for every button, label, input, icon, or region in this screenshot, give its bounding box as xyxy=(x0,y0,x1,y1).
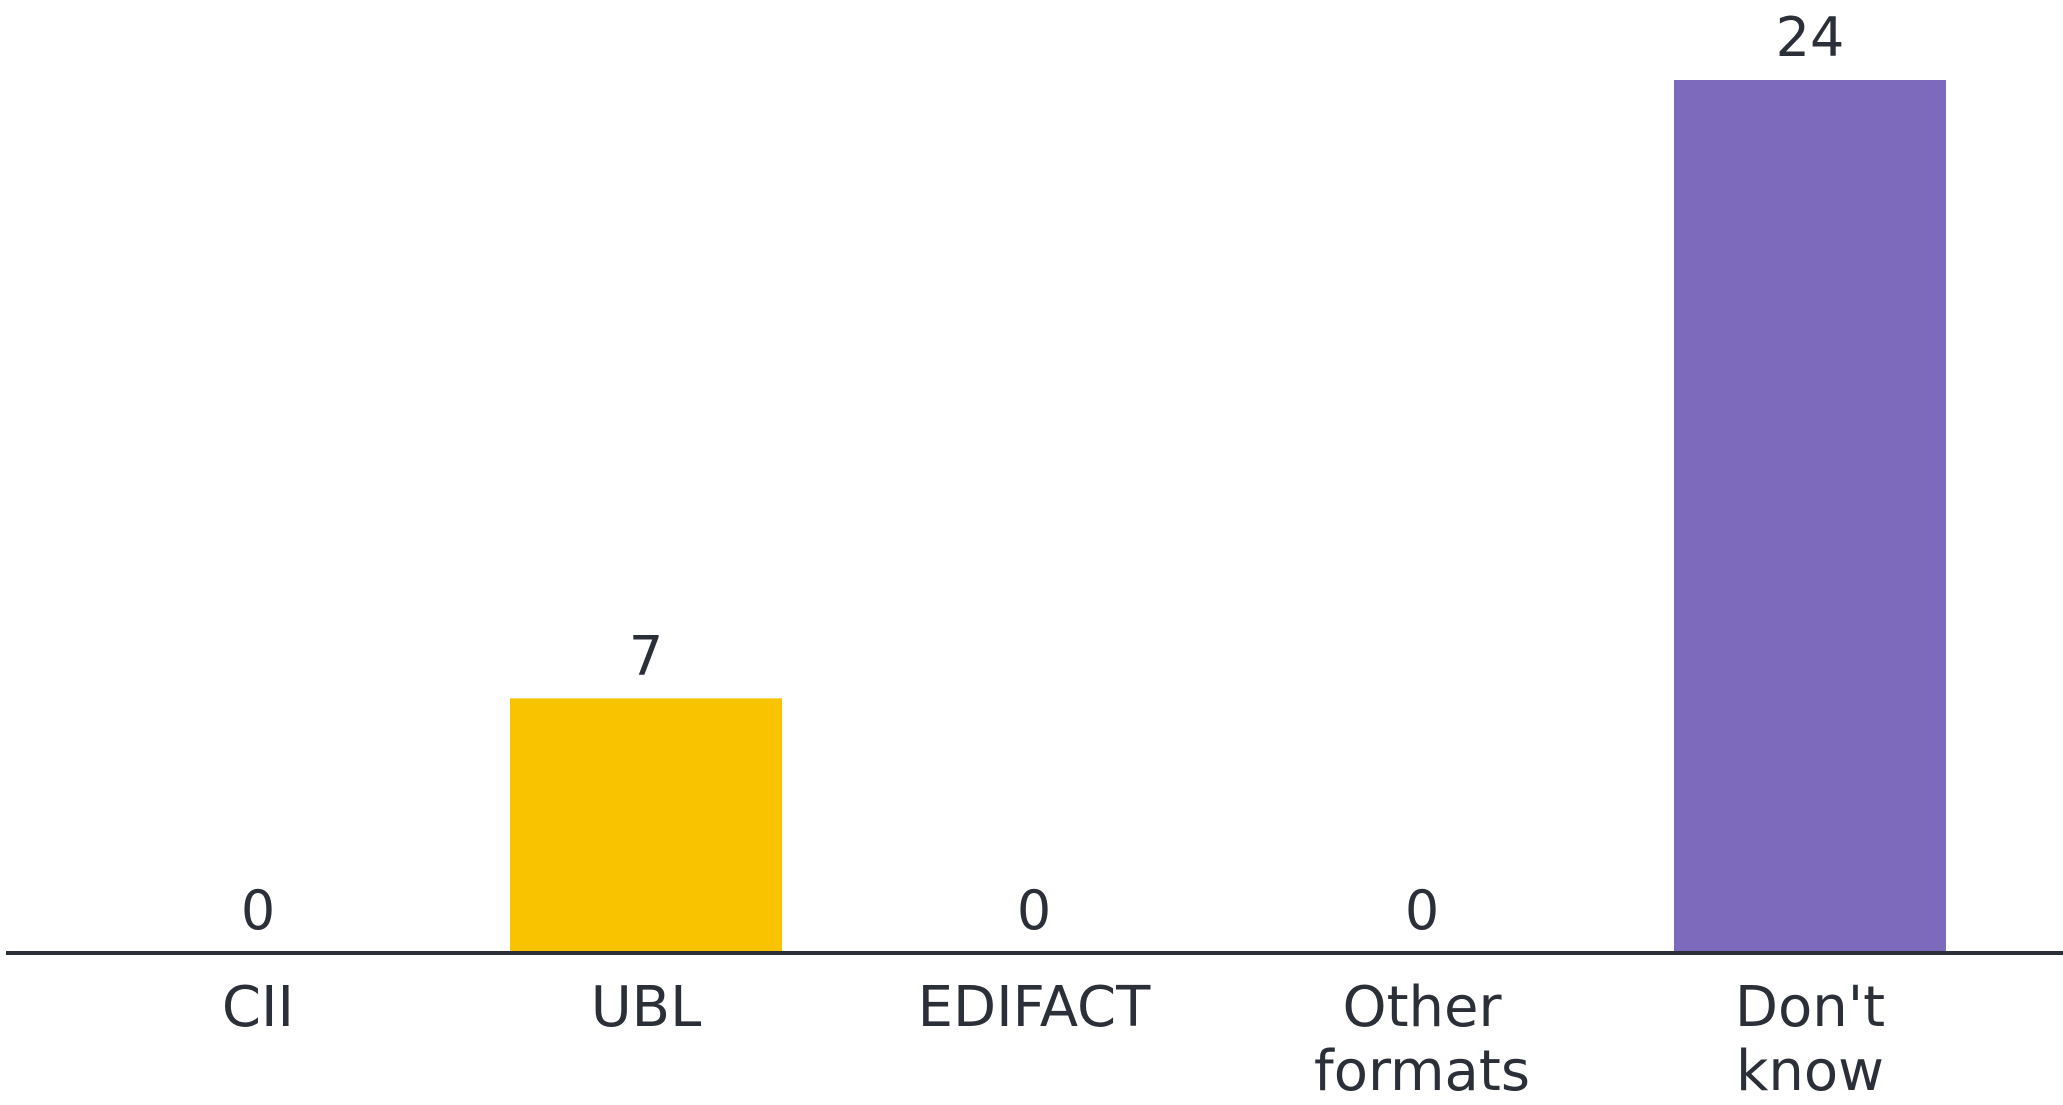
category-label-line: Other xyxy=(1342,975,1502,1040)
category-label-line: formats xyxy=(1314,1039,1530,1104)
category-label: Don't know xyxy=(1735,975,1885,1104)
category-label: CII xyxy=(222,975,294,1040)
bar-don-t-know xyxy=(1674,80,1946,953)
category-label-line: CII xyxy=(222,975,294,1040)
category-label: UBL xyxy=(591,975,702,1040)
category-label-line: UBL xyxy=(591,975,702,1040)
category-labels-layer: CII UBL EDIFACT Other formats Don't know xyxy=(222,975,1885,1104)
data-label: 0 xyxy=(1405,879,1439,942)
category-label-line: know xyxy=(1736,1039,1884,1104)
bar-ubl xyxy=(510,698,782,953)
data-label: 7 xyxy=(629,624,663,687)
data-label: 0 xyxy=(241,879,275,942)
data-label: 24 xyxy=(1776,6,1845,69)
category-label: EDIFACT xyxy=(918,975,1152,1040)
category-label-line: EDIFACT xyxy=(918,975,1152,1040)
bars-layer xyxy=(510,80,1946,953)
data-label: 0 xyxy=(1017,879,1051,942)
category-label-line: Don't xyxy=(1735,975,1885,1040)
value-labels-layer: 0 7 0 0 24 xyxy=(241,6,1845,942)
category-label: Other formats xyxy=(1314,975,1530,1104)
